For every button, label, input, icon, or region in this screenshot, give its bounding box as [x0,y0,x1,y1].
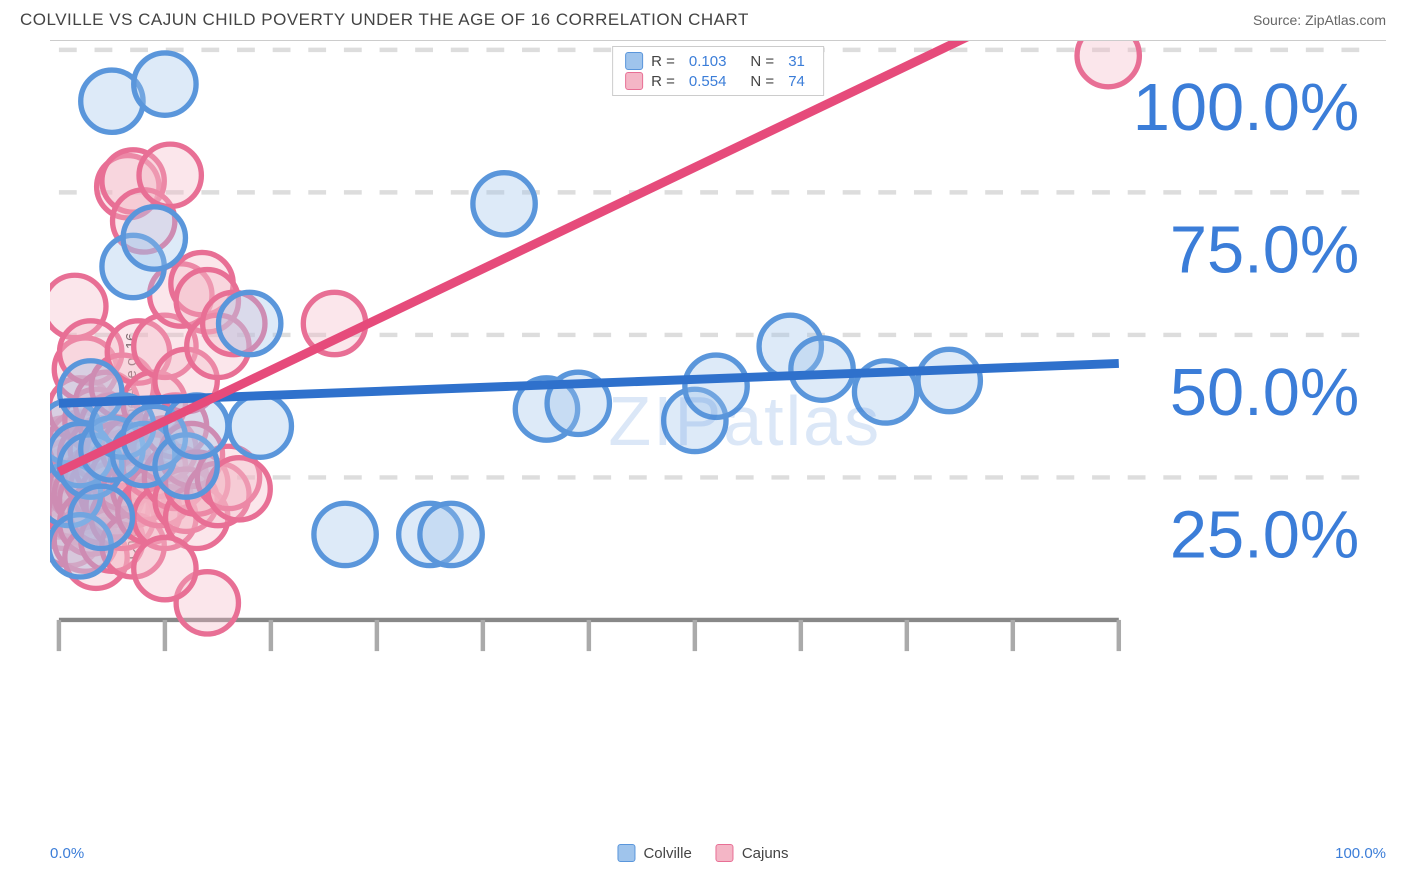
legend-r-value: 0.554 [689,73,727,90]
x-axis-max-label: 100.0% [1335,845,1386,862]
svg-text:25.0%: 25.0% [1170,499,1359,573]
legend-n-value: 31 [788,53,805,70]
legend-series-item: Colville [617,844,691,862]
legend-n-value: 74 [788,73,805,90]
legend-series-item: Cajuns [716,844,789,862]
legend-series-label: Colville [643,845,691,862]
legend-row: R = 0.554 N = 74 [625,71,811,91]
x-axis-min-label: 0.0% [50,845,84,862]
legend-swatch [617,844,635,862]
legend-r-label: R = [651,53,675,70]
source-label: Source: ZipAtlas.com [1253,12,1386,28]
legend-r-value: 0.103 [689,53,727,70]
svg-text:100.0%: 100.0% [1133,71,1360,145]
legend-n-label: N = [750,73,774,90]
scatter-plot: 25.0% 50.0% 75.0% 100.0% [50,41,1386,709]
legend-series-label: Cajuns [742,845,789,862]
series-legend: Colville Cajuns [617,844,788,862]
correlation-legend: R = 0.103 N = 31 R = 0.554 N = 74 [612,46,824,96]
chart-title: COLVILLE VS CAJUN CHILD POVERTY UNDER TH… [20,10,749,30]
legend-n-label: N = [750,53,774,70]
legend-row: R = 0.103 N = 31 [625,51,811,71]
svg-text:75.0%: 75.0% [1170,214,1359,288]
chart-area: 25.0%50.0%75.0%100.0% ZIPatlas R =0.103N… [50,40,1386,832]
legend-swatch [625,72,643,90]
svg-text:50.0%: 50.0% [1170,356,1359,430]
legend-swatch [716,844,734,862]
legend-r-label: R = [651,73,675,90]
legend-swatch [625,52,643,70]
